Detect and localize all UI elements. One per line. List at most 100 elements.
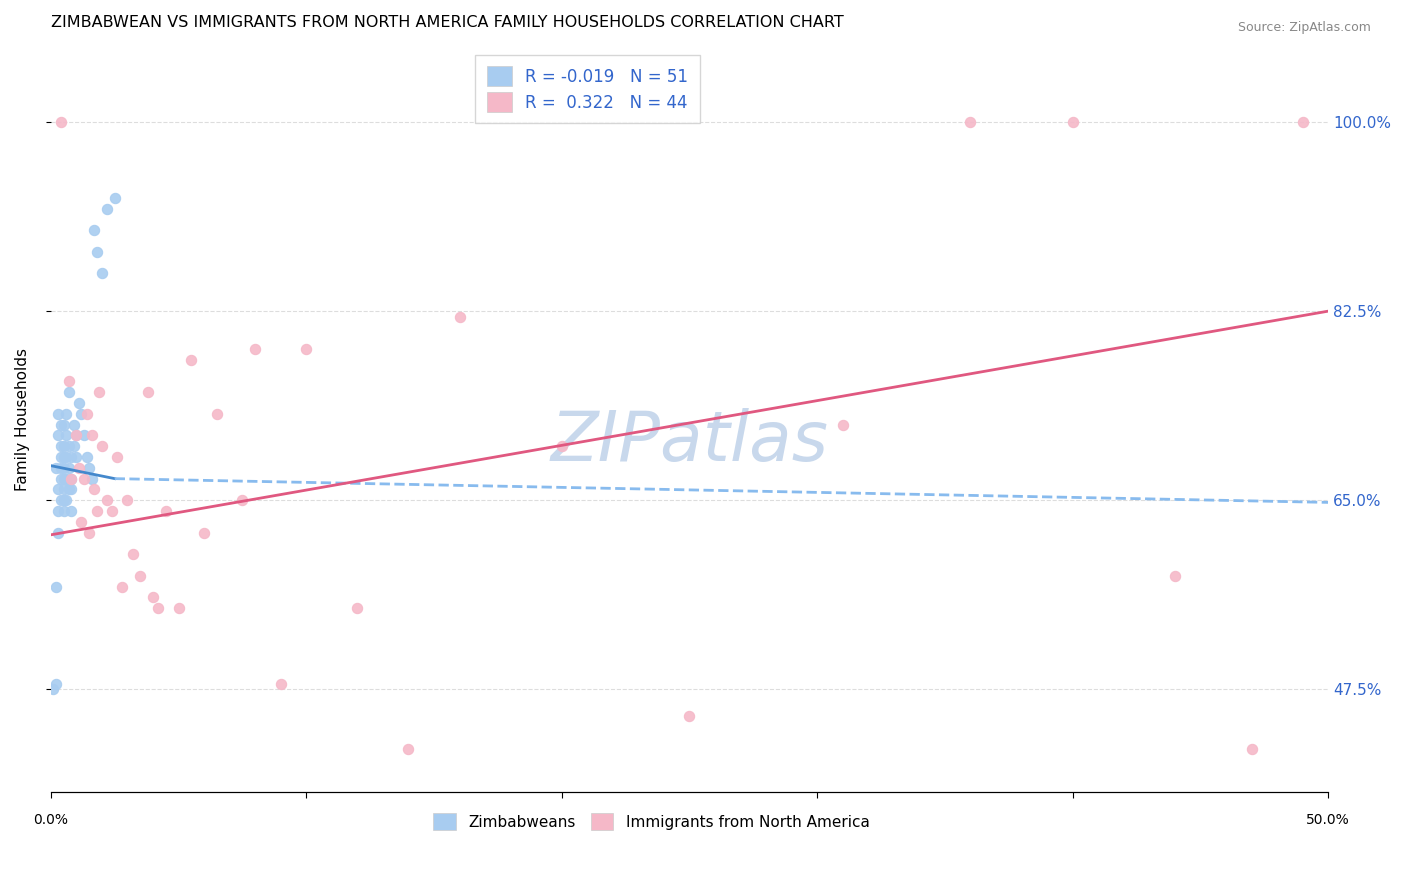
- Point: [63, 417, 86, 432]
- Point: [398, 741, 420, 756]
- Point: [831, 417, 853, 432]
- Point: [58, 483, 80, 497]
- Point: [180, 352, 202, 367]
- Point: [60, 472, 83, 486]
- Point: [52, 460, 75, 475]
- Point: [49, 439, 72, 453]
- Point: [136, 385, 159, 400]
- Point: [295, 342, 318, 356]
- Point: [155, 504, 177, 518]
- Point: [86, 504, 108, 518]
- Point: [77, 460, 100, 475]
- Point: [48, 504, 70, 518]
- Point: [52, 450, 75, 464]
- Point: [193, 525, 215, 540]
- Point: [45, 677, 67, 691]
- Text: ZIMBABWEAN VS IMMIGRANTS FROM NORTH AMERICA FAMILY HOUSEHOLDS CORRELATION CHART: ZIMBABWEAN VS IMMIGRANTS FROM NORTH AMER…: [51, 15, 844, 30]
- Point: [65, 428, 87, 442]
- Point: [52, 504, 75, 518]
- Point: [90, 439, 112, 453]
- Point: [551, 439, 574, 453]
- Point: [245, 342, 267, 356]
- Point: [70, 515, 93, 529]
- Text: ZIPatlas: ZIPatlas: [551, 408, 828, 475]
- Point: [65, 450, 87, 464]
- Legend: Zimbabweans, Immigrants from North America: Zimbabweans, Immigrants from North Ameri…: [426, 806, 876, 837]
- Point: [52, 439, 75, 453]
- Point: [142, 591, 165, 605]
- Point: [60, 472, 83, 486]
- Point: [77, 525, 100, 540]
- Point: [1062, 115, 1084, 129]
- Point: [96, 202, 118, 216]
- Point: [1240, 741, 1263, 756]
- Point: [1164, 569, 1187, 583]
- Point: [60, 504, 83, 518]
- Point: [60, 483, 83, 497]
- Point: [1291, 115, 1313, 129]
- Point: [67, 396, 90, 410]
- Point: [96, 493, 118, 508]
- Point: [73, 472, 96, 486]
- Y-axis label: Family Households: Family Households: [15, 348, 30, 491]
- Point: [111, 580, 134, 594]
- Text: 0.0%: 0.0%: [34, 813, 69, 827]
- Point: [58, 385, 80, 400]
- Point: [104, 191, 127, 205]
- Point: [205, 407, 228, 421]
- Point: [76, 450, 98, 464]
- Point: [55, 428, 77, 442]
- Point: [65, 428, 87, 442]
- Text: 50.0%: 50.0%: [1306, 813, 1350, 827]
- Point: [48, 525, 70, 540]
- Point: [60, 450, 83, 464]
- Point: [48, 407, 70, 421]
- Point: [45, 580, 67, 594]
- Point: [231, 493, 253, 508]
- Point: [55, 450, 77, 464]
- Point: [90, 266, 112, 280]
- Point: [146, 601, 169, 615]
- Point: [49, 460, 72, 475]
- Point: [80, 472, 103, 486]
- Point: [49, 472, 72, 486]
- Point: [83, 483, 105, 497]
- Point: [70, 407, 93, 421]
- Point: [45, 460, 67, 475]
- Point: [101, 504, 124, 518]
- Point: [52, 417, 75, 432]
- Point: [49, 417, 72, 432]
- Point: [49, 450, 72, 464]
- Point: [67, 460, 90, 475]
- Point: [58, 375, 80, 389]
- Point: [52, 493, 75, 508]
- Point: [270, 677, 292, 691]
- Point: [89, 385, 111, 400]
- Point: [117, 493, 139, 508]
- Point: [678, 709, 700, 723]
- Point: [449, 310, 471, 324]
- Point: [76, 407, 98, 421]
- Point: [167, 601, 190, 615]
- Point: [105, 450, 128, 464]
- Point: [58, 460, 80, 475]
- Point: [129, 569, 152, 583]
- Point: [49, 493, 72, 508]
- Point: [63, 439, 86, 453]
- Point: [52, 483, 75, 497]
- Point: [49, 115, 72, 129]
- Point: [52, 472, 75, 486]
- Point: [73, 428, 96, 442]
- Point: [48, 483, 70, 497]
- Point: [959, 115, 981, 129]
- Text: Source: ZipAtlas.com: Source: ZipAtlas.com: [1237, 21, 1371, 34]
- Point: [55, 493, 77, 508]
- Point: [80, 428, 103, 442]
- Point: [48, 428, 70, 442]
- Point: [346, 601, 368, 615]
- Point: [42, 682, 65, 697]
- Point: [86, 244, 108, 259]
- Point: [58, 439, 80, 453]
- Point: [55, 472, 77, 486]
- Point: [83, 223, 105, 237]
